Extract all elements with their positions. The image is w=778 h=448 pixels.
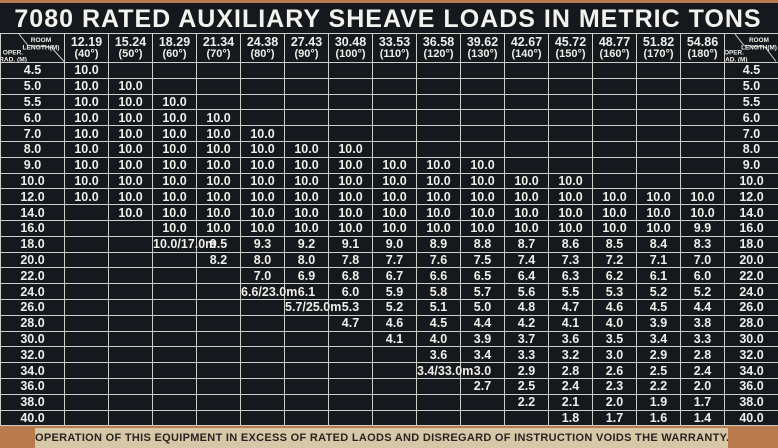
svg-text:LENGTH(M): LENGTH(M) bbox=[23, 45, 60, 52]
svg-text:RAD. (M): RAD. (M) bbox=[1, 57, 27, 63]
svg-text:ROOM: ROOM bbox=[749, 37, 769, 44]
svg-text:LENGTH(M): LENGTH(M) bbox=[741, 45, 777, 52]
svg-text:RAD. (M): RAD. (M) bbox=[725, 57, 747, 63]
svg-text:OPER.: OPER. bbox=[3, 50, 24, 57]
svg-text:ROOM: ROOM bbox=[31, 37, 52, 44]
svg-text:OPER.: OPER. bbox=[725, 50, 744, 57]
